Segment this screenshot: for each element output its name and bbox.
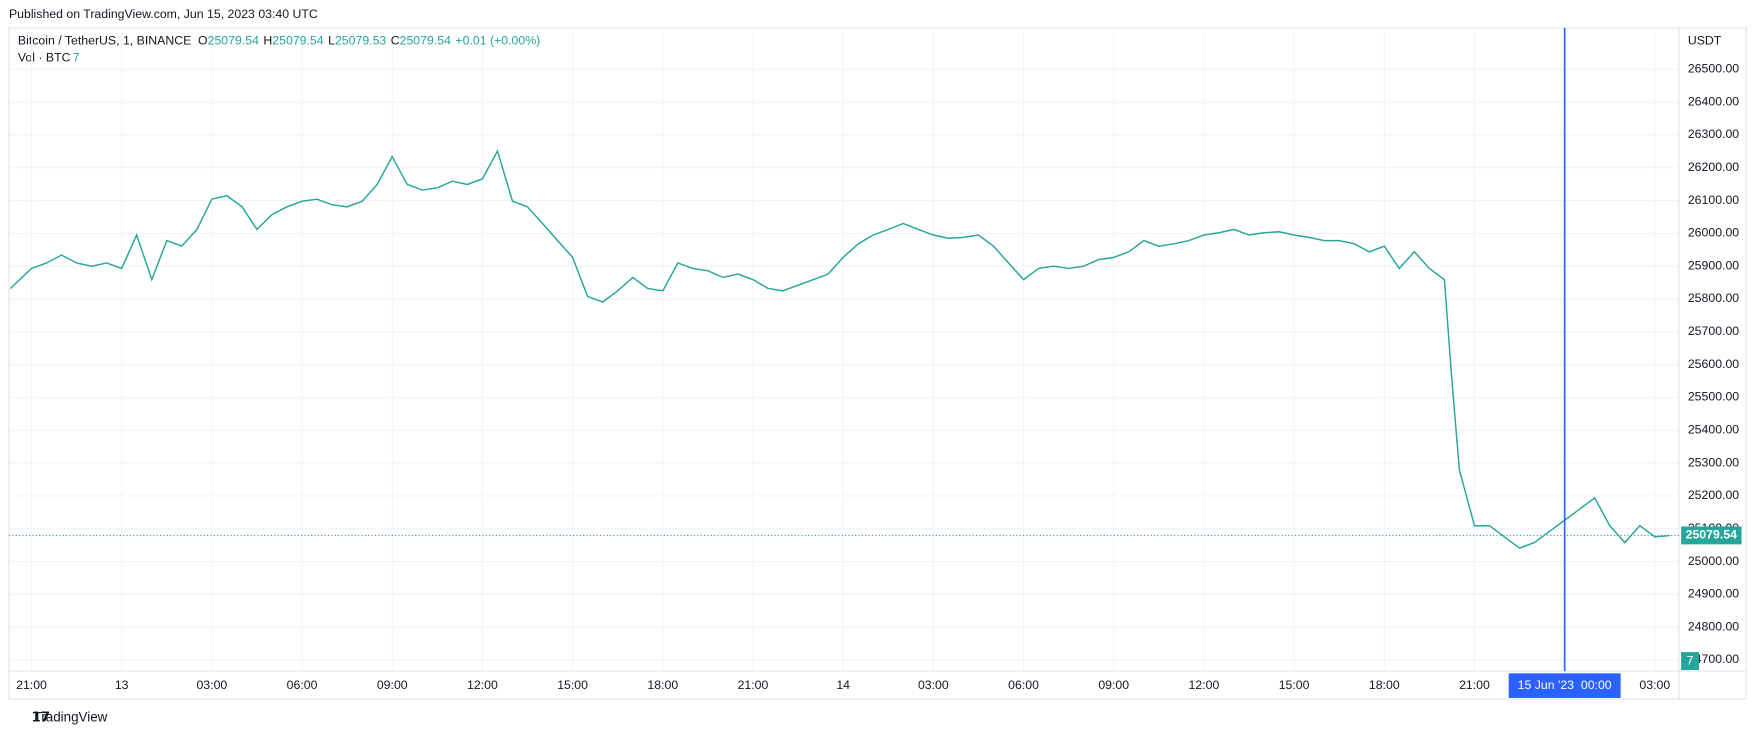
y-tick-label: 26300.00 xyxy=(1688,127,1739,141)
x-tick-label: 06:00 xyxy=(1008,678,1039,692)
x-tick-label: 15:00 xyxy=(557,678,588,692)
x-tick-label: 03:00 xyxy=(918,678,949,692)
change: +0.01 (+0.00%) xyxy=(455,34,540,48)
y-tick-label: 26100.00 xyxy=(1688,193,1739,207)
chart-title: Bitcoin / TetherUS, 1, BINANCE xyxy=(18,34,191,48)
ohlc-label: H xyxy=(263,34,272,48)
y-tick-label: 25500.00 xyxy=(1688,390,1739,404)
y-tick-label: 25000.00 xyxy=(1688,554,1739,568)
y-tick-label: 25400.00 xyxy=(1688,423,1739,437)
y-tick-label: 26200.00 xyxy=(1688,160,1739,174)
x-tick-label: 12:00 xyxy=(467,678,498,692)
x-tick-label: 21:00 xyxy=(1459,678,1490,692)
x-tick-label: 18:00 xyxy=(1369,678,1400,692)
crosshair-label-bg xyxy=(1508,673,1621,698)
y-tick-label: 24700.00 xyxy=(1688,652,1739,666)
x-tick-label: 06:00 xyxy=(287,678,318,692)
frame xyxy=(8,27,1747,700)
price-line xyxy=(9,149,1670,549)
x-tick-label: 13 xyxy=(115,678,129,692)
y-tick-label: 25700.00 xyxy=(1688,324,1739,338)
y-tick-label: 26400.00 xyxy=(1688,94,1739,108)
volume-badge-label: 7 xyxy=(1687,653,1694,667)
y-tick-label: 24800.00 xyxy=(1688,619,1739,633)
y-tick-label: 25300.00 xyxy=(1688,455,1739,469)
y-unit: USDT xyxy=(1688,34,1722,48)
brand: TradingView xyxy=(34,710,108,725)
y-tick-label: 25200.00 xyxy=(1688,488,1739,502)
x-tick-label: 03:00 xyxy=(1639,678,1670,692)
x-tick-label: 15:00 xyxy=(1279,678,1310,692)
x-tick-label: 09:00 xyxy=(377,678,408,692)
crosshair-label: 15 Jun '23 00:00 xyxy=(1518,678,1612,692)
volume-label: Vol · BTC xyxy=(18,50,71,64)
ohlc-value: 25079.54 xyxy=(272,34,323,48)
ohlc-value: 25079.54 xyxy=(400,34,451,48)
y-tick-label: 25600.00 xyxy=(1688,357,1739,371)
x-tick-label: 12:00 xyxy=(1189,678,1220,692)
brand-logo: 𝟭𝟳 xyxy=(31,710,50,725)
x-tick-label: 09:00 xyxy=(1098,678,1129,692)
volume-value: 7 xyxy=(73,50,80,64)
ohlc-label: O xyxy=(198,34,208,48)
x-tick-label: 03:00 xyxy=(196,678,227,692)
ohlc-value: 25079.54 xyxy=(208,34,259,48)
ohlc-value: 25079.53 xyxy=(335,34,386,48)
published: Published on TradingView.com, Jun 15, 20… xyxy=(9,7,318,21)
y-tick-label: 25800.00 xyxy=(1688,291,1739,305)
y-tick-label: 26000.00 xyxy=(1688,226,1739,240)
last-price-label: 25079.54 xyxy=(1686,528,1737,542)
y-tick-label: 24900.00 xyxy=(1688,587,1739,601)
x-tick-label: 21:00 xyxy=(738,678,769,692)
ohlc-label: C xyxy=(391,34,400,48)
x-tick-label: 18:00 xyxy=(647,678,678,692)
volume-badge xyxy=(1681,652,1700,671)
x-tick-label: 21:00 xyxy=(16,678,47,692)
ohlc-label: L xyxy=(328,34,335,48)
x-tick-label: 14 xyxy=(836,678,850,692)
y-tick-label: 26500.00 xyxy=(1688,62,1739,76)
last-price-badge xyxy=(1681,526,1742,545)
y-tick-label: 25900.00 xyxy=(1688,258,1739,272)
